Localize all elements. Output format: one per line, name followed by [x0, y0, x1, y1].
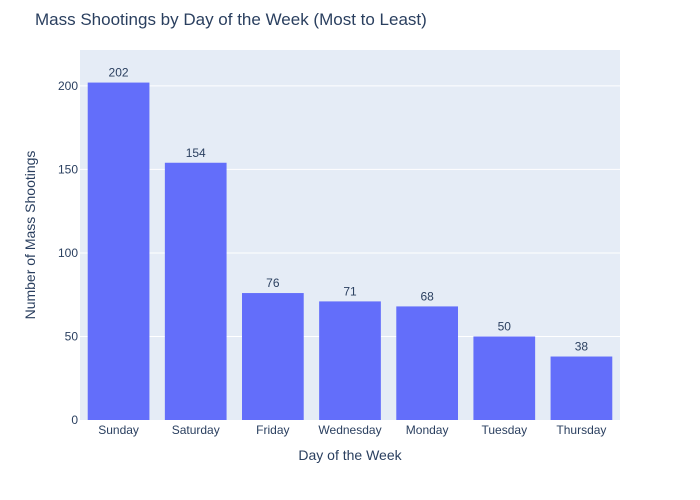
- x-tick-label-sunday: Sunday: [98, 423, 139, 437]
- y-tick-label: 50: [65, 329, 79, 343]
- data-label-thursday: 38: [575, 340, 589, 354]
- x-tick-label-saturday: Saturday: [172, 423, 220, 437]
- x-tick-label-wednesday: Wednesday: [318, 423, 381, 437]
- bar-tuesday[interactable]: [473, 336, 536, 420]
- bar-sunday[interactable]: [87, 82, 150, 420]
- data-label-saturday: 154: [186, 146, 206, 160]
- y-axis-title: Number of Mass Shootings: [22, 151, 38, 320]
- bar-friday[interactable]: [242, 293, 304, 420]
- y-axis-ticks: 0 50 100 150 200: [58, 79, 78, 427]
- bar-wednesday[interactable]: [319, 301, 381, 420]
- x-axis-title: Day of the Week: [298, 447, 402, 463]
- chart-title: Mass Shootings by Day of the Week (Most …: [35, 10, 427, 29]
- y-tick-label: 0: [71, 413, 78, 427]
- bar-monday[interactable]: [396, 306, 458, 420]
- bar-thursday[interactable]: [550, 356, 613, 420]
- data-label-monday: 68: [420, 289, 434, 303]
- y-tick-label: 100: [58, 246, 78, 260]
- data-label-friday: 76: [266, 276, 280, 290]
- x-tick-label-monday: Monday: [406, 423, 449, 437]
- x-tick-label-thursday: Thursday: [556, 423, 606, 437]
- data-label-wednesday: 71: [343, 284, 357, 298]
- y-tick-label: 200: [58, 79, 78, 93]
- bars: [87, 82, 613, 420]
- data-label-sunday: 202: [109, 66, 129, 80]
- data-label-tuesday: 50: [498, 319, 512, 333]
- bar-saturday[interactable]: [164, 162, 227, 420]
- data-labels: 202 154 76 71 68 50 38: [109, 66, 589, 354]
- x-tick-label-friday: Friday: [256, 423, 289, 437]
- x-tick-label-tuesday: Tuesday: [481, 423, 527, 437]
- y-tick-label: 150: [58, 162, 78, 176]
- x-axis-ticks: Sunday Saturday Friday Wednesday Monday Tuesd…: [98, 423, 606, 437]
